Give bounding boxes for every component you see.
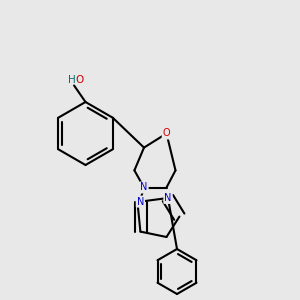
Text: N: N [137, 196, 144, 207]
Text: N: N [164, 193, 172, 203]
Text: O: O [75, 75, 84, 85]
Text: H: H [68, 75, 76, 85]
Text: O: O [163, 128, 170, 139]
Text: N: N [140, 182, 148, 193]
